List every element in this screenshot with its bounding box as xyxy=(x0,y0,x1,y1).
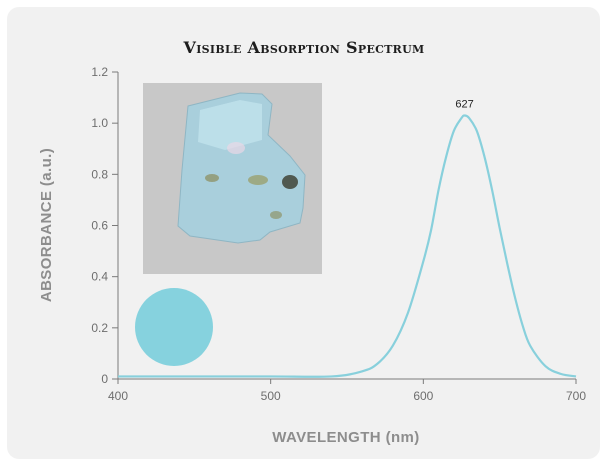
gemstone-photo xyxy=(143,83,322,274)
gem-matrix xyxy=(205,174,219,182)
x-tick-label: 400 xyxy=(108,389,128,403)
y-tick-label: 1.2 xyxy=(91,65,108,79)
y-tick-label: 0 xyxy=(101,372,108,386)
y-tick-label: 0.8 xyxy=(91,167,108,181)
y-tick-label: 0.2 xyxy=(91,321,108,335)
y-axis-label: ABSORBANCE (a.u.) xyxy=(38,148,55,302)
chart-title: Visible Absorption Spectrum xyxy=(183,38,425,57)
x-axis-label: WAVELENGTH (nm) xyxy=(272,429,419,446)
absorption-line xyxy=(118,114,577,378)
gem-inclusion xyxy=(282,175,298,189)
x-tick-label: 600 xyxy=(413,389,433,403)
peak-label: 627 xyxy=(455,98,473,110)
color-swatch xyxy=(135,288,213,366)
gem-opal-fire xyxy=(227,142,245,154)
y-ticks: 0 0.2 0.4 0.6 0.8 1.0 1.2 xyxy=(91,65,118,386)
gem-facet xyxy=(198,100,262,150)
gem-matrix xyxy=(270,211,282,219)
y-tick-label: 1.0 xyxy=(91,116,108,130)
gem-matrix xyxy=(248,175,268,185)
x-tick-label: 700 xyxy=(566,389,586,403)
y-tick-label: 0.4 xyxy=(91,270,108,284)
x-tick-label: 500 xyxy=(261,389,281,403)
x-ticks: 400 500 600 700 xyxy=(108,379,586,403)
y-tick-label: 0.6 xyxy=(91,219,108,233)
